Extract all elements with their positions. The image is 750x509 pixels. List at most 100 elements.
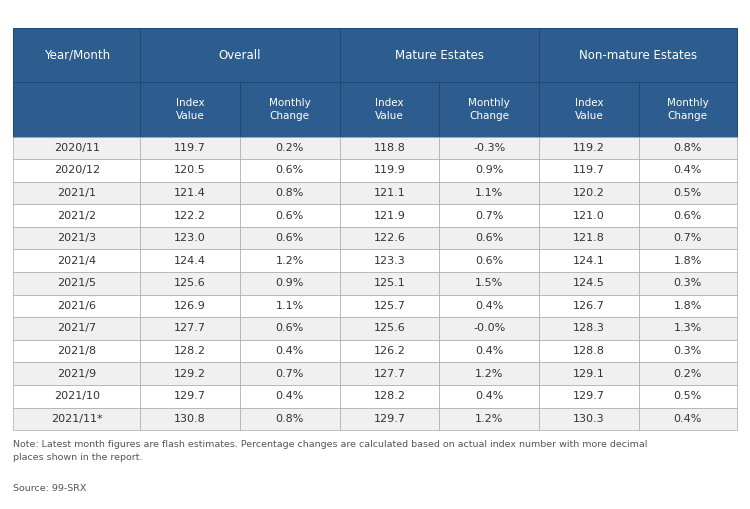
Text: 119.7: 119.7	[174, 143, 206, 153]
Text: 130.3: 130.3	[573, 414, 604, 424]
Text: 121.8: 121.8	[573, 233, 605, 243]
Text: 2021/10: 2021/10	[54, 391, 100, 401]
Bar	[13, 227, 140, 249]
Text: 1.3%: 1.3%	[674, 324, 702, 333]
Bar	[240, 227, 340, 249]
Text: 0.8%: 0.8%	[674, 143, 702, 153]
Bar	[539, 182, 639, 204]
Text: 128.3: 128.3	[573, 324, 605, 333]
Bar	[340, 227, 439, 249]
Bar	[639, 295, 736, 317]
Bar	[340, 317, 439, 340]
Text: 119.9: 119.9	[374, 165, 406, 176]
Bar	[440, 249, 539, 272]
Text: 122.6: 122.6	[374, 233, 406, 243]
Text: 120.5: 120.5	[174, 165, 206, 176]
Text: 1.1%: 1.1%	[275, 301, 304, 311]
Text: 121.1: 121.1	[374, 188, 405, 198]
Text: Source: 99-SRX: Source: 99-SRX	[13, 484, 87, 493]
Bar	[340, 249, 439, 272]
Text: Non-mature Estates: Non-mature Estates	[579, 49, 697, 62]
Bar	[440, 136, 539, 159]
Text: Index
Value: Index Value	[375, 98, 404, 121]
Text: 2021/5: 2021/5	[57, 278, 96, 288]
Text: 128.2: 128.2	[174, 346, 206, 356]
Text: 125.6: 125.6	[174, 278, 206, 288]
Bar	[140, 82, 240, 136]
Bar	[340, 272, 439, 295]
Text: 128.8: 128.8	[573, 346, 605, 356]
Text: Monthly
Change: Monthly Change	[268, 98, 310, 121]
Bar	[240, 204, 340, 227]
Text: 1.2%: 1.2%	[275, 256, 304, 266]
Text: 0.2%: 0.2%	[674, 369, 702, 379]
Text: 2020/11: 2020/11	[54, 143, 100, 153]
Bar	[440, 340, 539, 362]
Bar	[639, 385, 736, 408]
Text: 2021/7: 2021/7	[57, 324, 96, 333]
Bar	[140, 136, 240, 159]
Text: 2021/6: 2021/6	[57, 301, 96, 311]
Text: 1.2%: 1.2%	[475, 414, 503, 424]
Text: 0.3%: 0.3%	[674, 278, 702, 288]
Text: Index
Value: Index Value	[574, 98, 604, 121]
Text: Overall: Overall	[218, 49, 261, 62]
Text: 122.2: 122.2	[174, 211, 206, 220]
Text: 126.9: 126.9	[174, 301, 206, 311]
Bar	[140, 295, 240, 317]
Bar	[539, 159, 639, 182]
Bar	[140, 340, 240, 362]
Bar	[539, 317, 639, 340]
Bar	[440, 159, 539, 182]
Text: 2021/4: 2021/4	[57, 256, 96, 266]
Text: 119.2: 119.2	[573, 143, 605, 153]
Bar	[440, 227, 539, 249]
Text: 129.2: 129.2	[174, 369, 206, 379]
Text: 0.6%: 0.6%	[275, 233, 304, 243]
Bar	[140, 408, 240, 430]
Bar	[140, 227, 240, 249]
Bar	[539, 136, 639, 159]
Text: 121.0: 121.0	[573, 211, 605, 220]
Text: Index
Value: Index Value	[176, 98, 204, 121]
Text: Mature Estates: Mature Estates	[394, 49, 484, 62]
Bar	[140, 362, 240, 385]
Bar	[340, 204, 439, 227]
Bar	[240, 295, 340, 317]
Bar	[340, 295, 439, 317]
Bar	[13, 362, 140, 385]
Bar	[440, 182, 539, 204]
Bar	[13, 272, 140, 295]
Bar	[440, 204, 539, 227]
Text: 1.8%: 1.8%	[674, 301, 702, 311]
Bar	[13, 340, 140, 362]
Bar	[440, 295, 539, 317]
Text: 0.4%: 0.4%	[275, 391, 304, 401]
Bar	[639, 340, 736, 362]
Bar	[140, 249, 240, 272]
Text: 0.5%: 0.5%	[674, 391, 702, 401]
Text: 124.1: 124.1	[573, 256, 605, 266]
Text: 0.7%: 0.7%	[674, 233, 702, 243]
Bar	[639, 182, 736, 204]
Text: 0.6%: 0.6%	[475, 233, 503, 243]
Bar	[240, 136, 340, 159]
Bar	[639, 408, 736, 430]
Bar	[140, 182, 240, 204]
Bar	[340, 159, 439, 182]
Text: 0.4%: 0.4%	[475, 301, 503, 311]
Bar	[140, 317, 240, 340]
Bar	[13, 204, 140, 227]
Text: 124.5: 124.5	[573, 278, 605, 288]
Text: 1.1%: 1.1%	[475, 188, 503, 198]
Text: 2021/8: 2021/8	[57, 346, 96, 356]
Text: 121.4: 121.4	[174, 188, 206, 198]
Bar	[340, 408, 439, 430]
Text: 120.2: 120.2	[573, 188, 605, 198]
Text: 0.6%: 0.6%	[674, 211, 702, 220]
Text: 119.7: 119.7	[573, 165, 605, 176]
Bar	[140, 159, 240, 182]
Bar	[240, 317, 340, 340]
Text: 126.2: 126.2	[374, 346, 406, 356]
Bar	[639, 362, 736, 385]
